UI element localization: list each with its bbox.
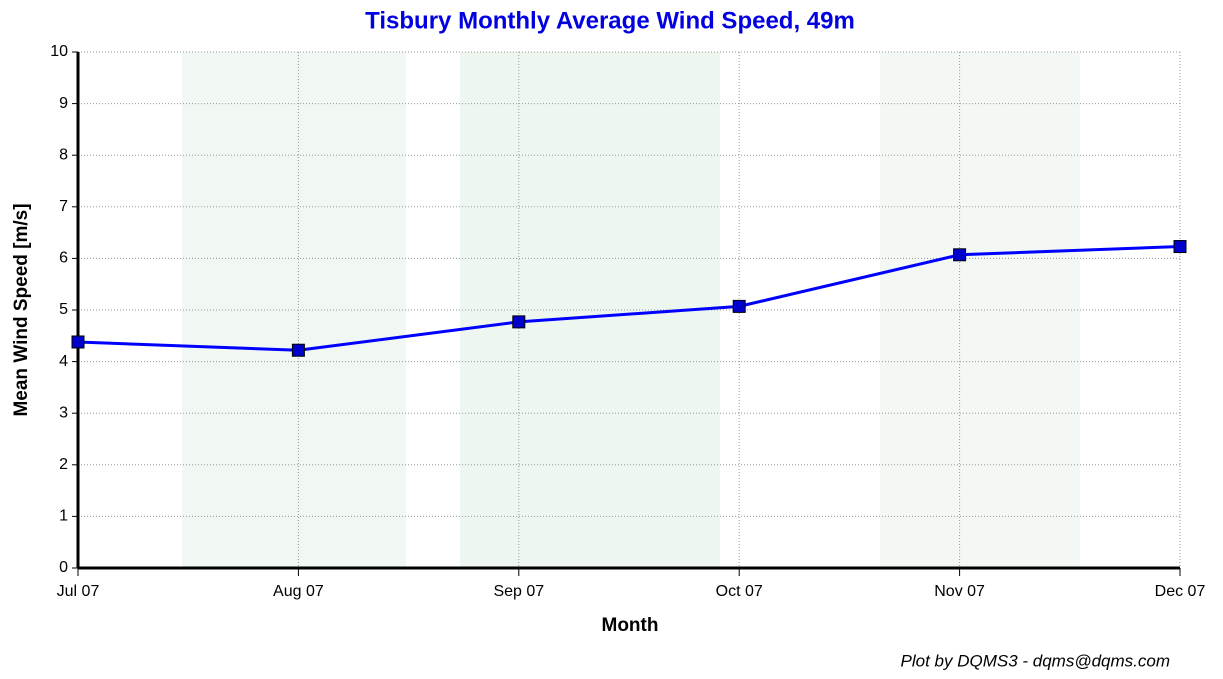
y-tick-label: 2 bbox=[59, 456, 68, 473]
y-axis-title: Mean Wind Speed [m/s] bbox=[11, 203, 32, 416]
y-tick-label: 7 bbox=[59, 198, 68, 215]
footnote: Plot by DQMS3 - dqms@dqms.com bbox=[901, 651, 1171, 670]
y-tick-label: 5 bbox=[59, 301, 68, 318]
x-tick-label: Jul 07 bbox=[57, 583, 100, 600]
y-tick-label: 8 bbox=[59, 146, 68, 163]
data-point bbox=[954, 249, 966, 261]
chart: Tisbury Monthly Average Wind Speed, 49m … bbox=[0, 0, 1223, 679]
y-tick-label: 1 bbox=[59, 508, 68, 525]
x-tick-label: Aug 07 bbox=[273, 583, 324, 600]
y-tick-label: 0 bbox=[59, 559, 68, 576]
y-tick-label: 9 bbox=[59, 95, 68, 112]
y-tick-label: 3 bbox=[59, 404, 68, 421]
y-tick-label: 4 bbox=[59, 353, 68, 370]
y-tick-label: 10 bbox=[50, 43, 68, 60]
x-tick-label: Nov 07 bbox=[934, 583, 985, 600]
x-tick-label: Dec 07 bbox=[1155, 583, 1206, 600]
data-point bbox=[72, 336, 84, 348]
data-point bbox=[733, 300, 745, 312]
data-point bbox=[513, 316, 525, 328]
x-axis-title: Month bbox=[602, 615, 659, 636]
x-tick-label: Oct 07 bbox=[716, 583, 763, 600]
x-tick-label: Sep 07 bbox=[493, 583, 544, 600]
data-point bbox=[292, 344, 304, 356]
chart-title: Tisbury Monthly Average Wind Speed, 49m bbox=[365, 7, 855, 34]
y-tick-label: 6 bbox=[59, 250, 68, 267]
data-point bbox=[1174, 241, 1186, 253]
